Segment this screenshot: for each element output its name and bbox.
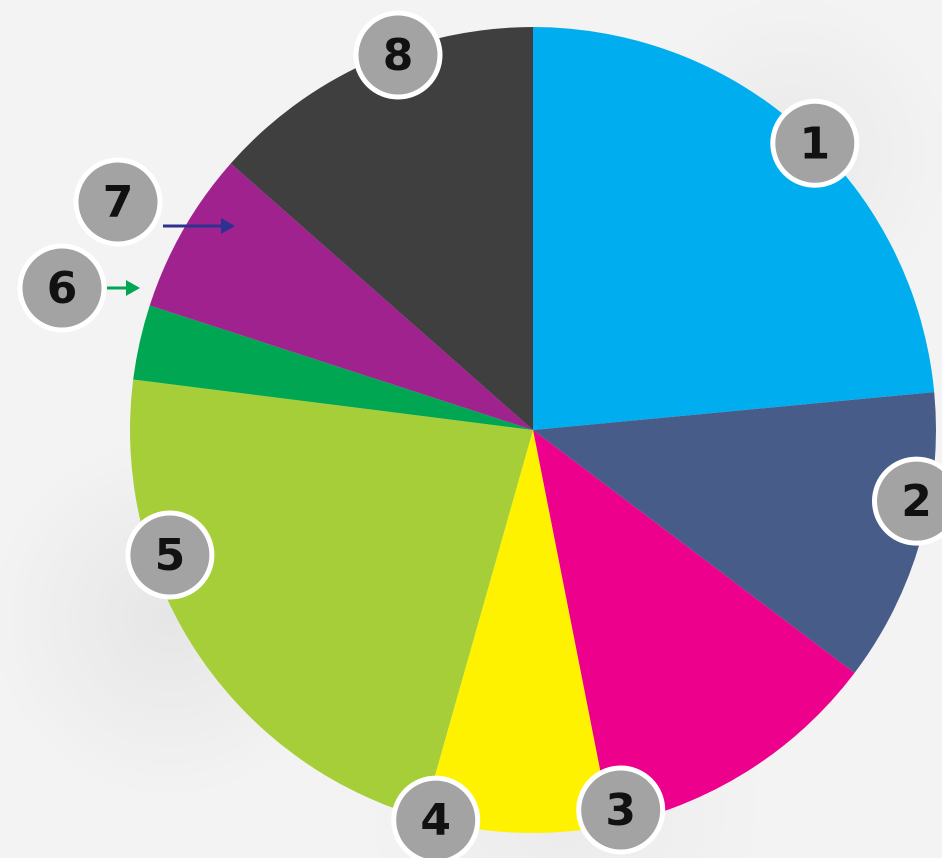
slice-label-3: 3 [605, 785, 636, 836]
badge-circle-8 [353, 10, 443, 100]
callout-arrow-head-6 [126, 280, 140, 296]
pie-slice-4 [423, 430, 611, 834]
slices-layer [130, 27, 936, 834]
pie-slice-3 [533, 430, 855, 826]
slice-badge-2: 2 [872, 456, 942, 546]
slice-badge-8: 8 [353, 10, 443, 100]
slice-label-6: 6 [47, 263, 78, 314]
slice-label-4: 4 [420, 795, 451, 846]
pie-slice-6 [133, 305, 533, 430]
badge-circle-7 [73, 157, 163, 247]
slice-badge-4: 4 [391, 775, 481, 858]
slice-badge-7: 7 [73, 157, 163, 247]
slice-badge-3: 3 [576, 765, 666, 855]
badge-circle-3 [576, 765, 666, 855]
arrows-layer [107, 218, 235, 296]
pie-slice-7 [149, 163, 533, 431]
badge-circle-5 [125, 510, 215, 600]
pie-slice-8 [230, 27, 533, 430]
callout-arrow-head-7 [221, 218, 235, 234]
slice-badge-5: 5 [125, 510, 215, 600]
badge-circle-2 [872, 456, 942, 546]
badge-circle-1 [770, 98, 860, 188]
pie-slice-2 [533, 392, 936, 673]
slice-label-2: 2 [901, 476, 932, 527]
slice-label-5: 5 [155, 530, 186, 581]
pie-slice-1 [533, 27, 935, 430]
slice-label-8: 8 [383, 30, 414, 81]
slice-badge-6: 6 [17, 243, 107, 333]
slice-badge-1: 1 [770, 98, 860, 188]
badge-circle-6 [17, 243, 107, 333]
pie-slice-5 [130, 379, 533, 818]
badges-layer: 1 2 3 4 5 67 8 [17, 10, 942, 858]
badge-circle-4 [391, 775, 481, 858]
slice-label-1: 1 [799, 118, 830, 169]
slice-label-7: 7 [103, 177, 134, 228]
